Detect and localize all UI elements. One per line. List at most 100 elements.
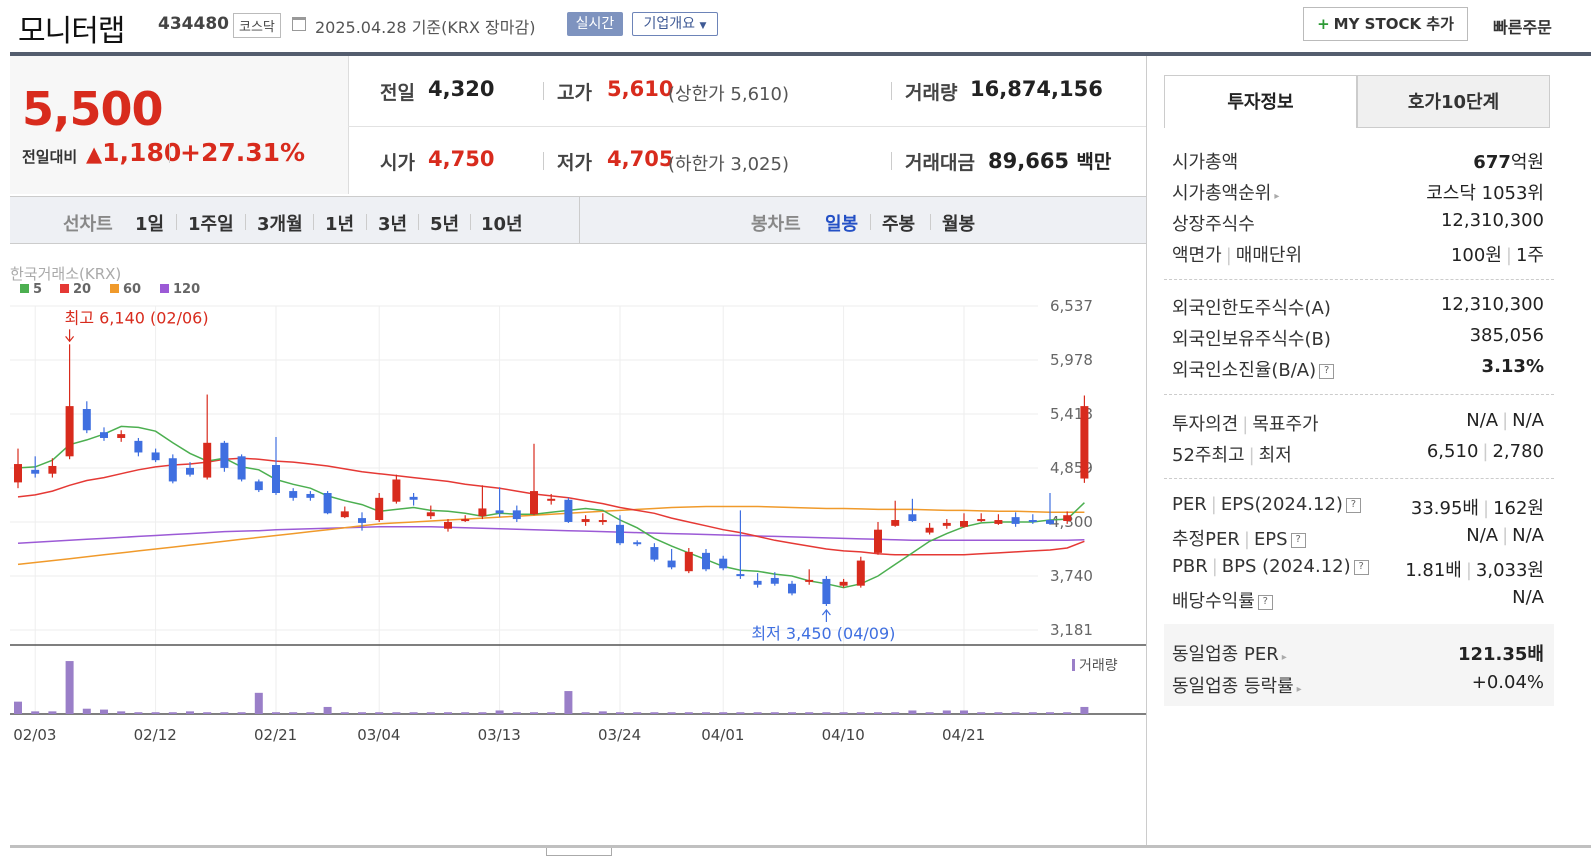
bottom-handle[interactable]: [546, 848, 612, 856]
period-5y[interactable]: 5년: [430, 214, 460, 235]
candle-monthly[interactable]: 월봉: [942, 214, 976, 235]
volume-bar: [478, 712, 487, 714]
help-icon[interactable]: ?: [1345, 497, 1361, 513]
realtime-button[interactable]: 실시간: [567, 12, 623, 36]
volume-bar: [117, 711, 126, 714]
volume-bar: [151, 712, 160, 714]
period-1y[interactable]: 1년: [325, 214, 355, 235]
cap-rank-label[interactable]: 시가총액순위 ▸: [1172, 179, 1279, 205]
period-3m[interactable]: 3개월: [257, 214, 303, 235]
volume-bar: [1028, 712, 1037, 714]
candle-body: [891, 520, 900, 526]
candle-body: [702, 552, 710, 570]
volume-bar: [444, 712, 452, 714]
candle-body: [478, 508, 487, 517]
candle-body: [719, 558, 728, 569]
cap-rank-value: 코스닥 1053위: [1426, 183, 1544, 204]
high-arrow-head: [65, 335, 75, 343]
foreign-limit-value: 12,310,300: [1440, 294, 1544, 315]
opinion-row: 투자의견 | 목표주가 N/A | N/A: [1172, 410, 1544, 440]
volume-bar: [375, 712, 384, 714]
period-1d[interactable]: 1일: [135, 214, 165, 235]
opinion-label: 투자의견 | 목표주가: [1172, 414, 1319, 435]
candle-body: [1080, 406, 1089, 479]
candle-body: [461, 519, 470, 522]
bottom-rule: [10, 845, 1591, 848]
volume-legend-label: 거래량: [1079, 658, 1118, 674]
volume-label: 거래량: [905, 82, 958, 104]
tab-investment-info[interactable]: 투자정보: [1164, 75, 1357, 128]
line-chart-label: 선차트: [63, 214, 113, 235]
pbr-amount: 1.81배: [1405, 560, 1462, 581]
volume-bar: [306, 712, 315, 714]
legend-swatch: [20, 284, 29, 293]
legend-swatch: [110, 284, 119, 293]
volume-bar: [788, 712, 796, 714]
volume-bar: [323, 706, 332, 714]
market-cap-unit: 억원: [1510, 152, 1544, 173]
help-icon[interactable]: ?: [1319, 363, 1335, 379]
volume-bar: [925, 712, 934, 714]
est-per-amount: N/A: [1466, 525, 1499, 546]
candle-body: [839, 581, 848, 586]
tab-orderbook-10[interactable]: 호가10단계: [1357, 75, 1550, 128]
add-mystock-button[interactable]: + MY STOCK 추가: [1303, 7, 1468, 41]
help-icon[interactable]: ?: [1257, 594, 1273, 610]
volume-bar: [48, 711, 57, 714]
volume-bar: [891, 712, 900, 714]
market-cap-label: 시가총액: [1172, 152, 1239, 173]
opinion-label-text: 투자의견: [1172, 414, 1239, 435]
legend-swatch: [160, 284, 169, 293]
stock-chart[interactable]: 한국거래소(KRX)5 20 60 1206,5375,9785,4184,8594,…: [10, 256, 1146, 756]
candle-body: [254, 481, 263, 491]
candle-chart-label: 봉차트: [751, 214, 801, 235]
candle-body: [616, 524, 624, 544]
ma5-line: [17, 425, 1085, 589]
help-icon[interactable]: ?: [1353, 559, 1369, 575]
period-1w[interactable]: 1주일: [188, 214, 234, 235]
low-value: 4,705: [607, 147, 674, 171]
sector-change-label[interactable]: 동일업종 등락률 ▸: [1172, 672, 1302, 698]
period-3y[interactable]: 3년: [378, 214, 408, 235]
company-overview-button[interactable]: 기업개요 ▼: [632, 12, 718, 36]
high-value: 5,610: [607, 77, 674, 101]
volume-bar: [134, 712, 143, 714]
chart-source-label: 한국거래소(KRX): [10, 265, 121, 283]
y-tick-label: 4,300: [1050, 513, 1093, 531]
candle-body: [908, 514, 917, 522]
foreign-limit-row: 외국인한도주식수(A) 12,310,300: [1172, 294, 1544, 324]
low-label: 저가: [557, 152, 592, 174]
candle-body: [495, 510, 504, 514]
candle-weekly[interactable]: 주봉: [882, 214, 916, 235]
volume-bar: [994, 712, 1003, 714]
quick-order-button[interactable]: 빠른주문: [1493, 18, 1552, 37]
x-tick-label: 03/13: [478, 726, 521, 744]
current-price: 5,500: [22, 82, 164, 136]
change-label: 전일대비: [22, 148, 78, 166]
volume-bar: [581, 712, 590, 714]
x-tick-label: 04/01: [701, 726, 744, 744]
candle-body: [323, 493, 332, 514]
upper-limit: (상한가 5,610): [668, 84, 789, 105]
candle-body: [530, 491, 538, 515]
sector-change-value: +0.04%: [1471, 672, 1544, 693]
candle-daily[interactable]: 일봉: [825, 214, 859, 235]
legend-label: 60: [123, 282, 141, 297]
x-tick-label: 02/21: [254, 726, 297, 744]
period-10y[interactable]: 10년: [481, 214, 523, 235]
volume-bar: [822, 712, 831, 714]
candle-body: [358, 518, 366, 523]
help-icon[interactable]: ?: [1290, 532, 1306, 548]
candle-body: [547, 498, 556, 501]
sector-per-row: 동일업종 PER ▸ 121.35배: [1172, 640, 1544, 670]
stock-code: 434480: [158, 14, 229, 34]
candle-body: [512, 510, 521, 520]
sector-per-label[interactable]: 동일업종 PER ▸: [1172, 640, 1287, 666]
candle-body: [960, 521, 968, 527]
volume-bar: [495, 710, 504, 714]
volume-bar: [633, 712, 642, 714]
add-mystock-label: MY STOCK 추가: [1333, 15, 1454, 33]
volume-bar: [736, 712, 745, 714]
basis-date: 2025.04.28 기준(KRX 장마감): [315, 18, 536, 37]
up-triangle-icon: ▲: [86, 142, 103, 166]
